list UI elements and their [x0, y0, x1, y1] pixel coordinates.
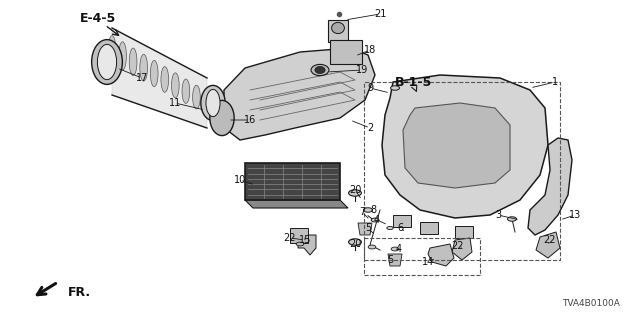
- Text: 6: 6: [397, 223, 403, 233]
- Polygon shape: [358, 223, 372, 235]
- Ellipse shape: [364, 208, 372, 212]
- Polygon shape: [290, 228, 308, 243]
- Ellipse shape: [391, 247, 399, 251]
- Ellipse shape: [332, 22, 344, 34]
- Text: 20: 20: [349, 185, 361, 195]
- Text: 5: 5: [365, 223, 371, 233]
- Ellipse shape: [97, 44, 116, 80]
- Ellipse shape: [349, 239, 362, 245]
- Polygon shape: [382, 75, 548, 218]
- Text: FR.: FR.: [68, 285, 91, 299]
- Text: 21: 21: [374, 9, 386, 19]
- Text: 22: 22: [544, 235, 556, 245]
- Polygon shape: [298, 235, 316, 255]
- Ellipse shape: [508, 217, 516, 221]
- Ellipse shape: [203, 92, 211, 115]
- Ellipse shape: [140, 54, 147, 81]
- Ellipse shape: [387, 227, 393, 230]
- Ellipse shape: [172, 73, 179, 98]
- Ellipse shape: [210, 100, 234, 136]
- Text: 22: 22: [452, 241, 464, 251]
- Polygon shape: [403, 103, 510, 188]
- Polygon shape: [420, 222, 438, 234]
- Text: 4: 4: [396, 244, 402, 254]
- Ellipse shape: [108, 36, 116, 64]
- Polygon shape: [245, 200, 348, 208]
- Polygon shape: [536, 232, 560, 258]
- Text: 11: 11: [169, 98, 181, 108]
- Bar: [364, 82, 560, 260]
- Ellipse shape: [206, 89, 220, 116]
- Polygon shape: [112, 28, 207, 128]
- Ellipse shape: [371, 218, 379, 222]
- Text: 10: 10: [234, 175, 246, 185]
- Text: 22: 22: [284, 233, 296, 243]
- Text: E-4-5: E-4-5: [80, 12, 116, 25]
- Polygon shape: [224, 48, 375, 140]
- Polygon shape: [455, 226, 473, 238]
- Text: 20: 20: [349, 239, 361, 249]
- Ellipse shape: [368, 245, 376, 249]
- Polygon shape: [452, 238, 472, 260]
- Text: 3: 3: [495, 210, 501, 220]
- Ellipse shape: [315, 67, 325, 74]
- Text: 14: 14: [422, 257, 434, 267]
- Text: 15: 15: [299, 235, 311, 245]
- Polygon shape: [328, 20, 348, 42]
- Ellipse shape: [118, 42, 126, 70]
- Ellipse shape: [296, 242, 304, 246]
- Text: 9: 9: [367, 83, 373, 93]
- Text: 13: 13: [569, 210, 581, 220]
- Text: 18: 18: [364, 45, 376, 55]
- Text: 1: 1: [552, 77, 558, 87]
- Text: 8: 8: [370, 205, 376, 215]
- Ellipse shape: [349, 190, 362, 196]
- Text: 7: 7: [359, 207, 365, 217]
- Text: 16: 16: [244, 115, 256, 125]
- Ellipse shape: [150, 60, 158, 87]
- Text: 17: 17: [136, 73, 148, 83]
- Text: 5: 5: [387, 255, 393, 265]
- Text: B-1-5: B-1-5: [395, 76, 432, 89]
- Bar: [245, 163, 340, 200]
- Text: TVA4B0100A: TVA4B0100A: [562, 299, 620, 308]
- Bar: [364, 238, 480, 275]
- Ellipse shape: [201, 85, 225, 121]
- Ellipse shape: [161, 67, 168, 92]
- Polygon shape: [330, 40, 362, 64]
- Polygon shape: [388, 254, 402, 266]
- Text: 4: 4: [374, 215, 380, 225]
- Polygon shape: [428, 244, 454, 266]
- Polygon shape: [528, 138, 572, 235]
- Ellipse shape: [311, 64, 329, 76]
- Ellipse shape: [193, 85, 200, 109]
- Text: 19: 19: [356, 65, 368, 75]
- Polygon shape: [393, 215, 411, 227]
- Text: 2: 2: [367, 123, 373, 133]
- Ellipse shape: [92, 40, 122, 84]
- Ellipse shape: [182, 79, 189, 103]
- Ellipse shape: [129, 48, 137, 76]
- Ellipse shape: [390, 86, 399, 90]
